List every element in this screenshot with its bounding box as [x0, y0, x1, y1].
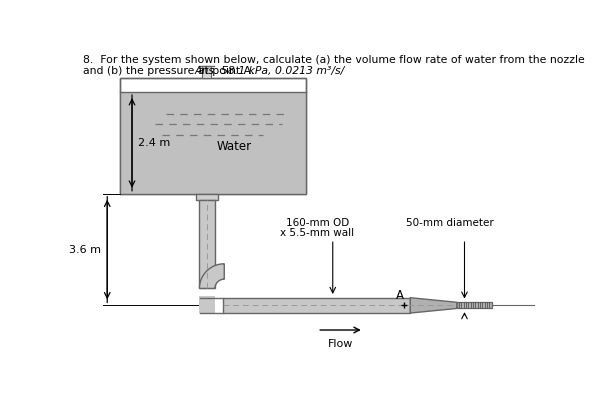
Text: Flow: Flow [328, 339, 353, 349]
Bar [223, 298, 410, 313]
Bar [197, 194, 218, 200]
Bar [120, 92, 306, 194]
Bar [200, 200, 215, 288]
Text: x 5.5-mm wall: x 5.5-mm wall [280, 228, 354, 238]
Bar [200, 296, 215, 313]
Bar [120, 78, 306, 194]
Text: and (b) the pressure at point A.: and (b) the pressure at point A. [83, 66, 261, 76]
Text: 3.6 m: 3.6 m [69, 245, 101, 255]
Text: 50-mm diameter: 50-mm diameter [407, 218, 494, 228]
Text: 8.  For the system shown below, calculate (a) the volume flow rate of water from: 8. For the system shown below, calculate… [83, 55, 585, 65]
Text: Ans. 58.1 kPa, 0.0213 m³/s/: Ans. 58.1 kPa, 0.0213 m³/s/ [195, 66, 345, 76]
Text: Water: Water [217, 140, 252, 153]
Text: 2.4 m: 2.4 m [138, 138, 171, 148]
Bar [120, 78, 306, 194]
Bar [202, 66, 211, 78]
Bar [456, 302, 492, 308]
Polygon shape [200, 264, 224, 288]
Polygon shape [410, 298, 456, 313]
Text: 160-mm OD: 160-mm OD [286, 218, 349, 228]
Text: A: A [396, 289, 404, 302]
